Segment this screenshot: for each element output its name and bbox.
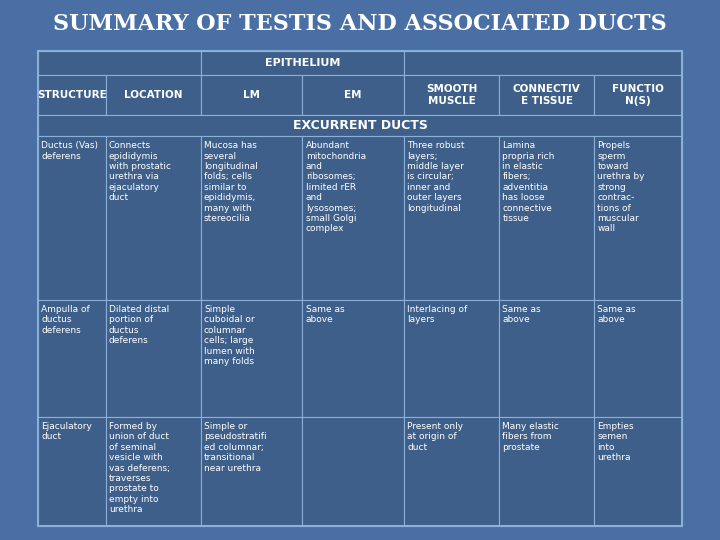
- Bar: [38, 136, 106, 300]
- Bar: [404, 417, 499, 526]
- Bar: [404, 300, 499, 417]
- Text: Formed by
union of duct
of seminal
vesicle with
vas deferens;
traverses
prostate: Formed by union of duct of seminal vesic…: [109, 422, 170, 514]
- Text: EPITHELIUM: EPITHELIUM: [265, 58, 340, 68]
- Text: Same as
above: Same as above: [306, 305, 344, 325]
- Bar: [594, 75, 682, 116]
- Text: LOCATION: LOCATION: [124, 90, 182, 100]
- Bar: [38, 417, 106, 526]
- Bar: [38, 75, 106, 116]
- Text: Propels
sperm
toward
urethra by
strong
contrac-
tions of
muscular
wall: Propels sperm toward urethra by strong c…: [598, 141, 645, 233]
- Text: Ampulla of
ductus
deferens: Ampulla of ductus deferens: [41, 305, 90, 335]
- Bar: [302, 300, 404, 417]
- Bar: [38, 116, 682, 136]
- Text: Many elastic
fibers from
prostate: Many elastic fibers from prostate: [503, 422, 559, 452]
- Bar: [201, 136, 302, 300]
- Bar: [499, 417, 594, 526]
- Bar: [594, 300, 682, 417]
- Bar: [499, 300, 594, 417]
- Text: Present only
at origin of
duct: Present only at origin of duct: [408, 422, 464, 452]
- Text: Same as
above: Same as above: [503, 305, 541, 325]
- Bar: [499, 75, 594, 116]
- Text: Ductus (Vas)
deferens: Ductus (Vas) deferens: [41, 141, 98, 160]
- Text: Mucosa has
several
longitudinal
folds; cells
similar to
epididymis,
many with
st: Mucosa has several longitudinal folds; c…: [204, 141, 258, 223]
- Text: SMOOTH
MUSCLE: SMOOTH MUSCLE: [426, 84, 477, 106]
- Bar: [404, 136, 499, 300]
- Text: Dilated distal
portion of
ductus
deferens: Dilated distal portion of ductus deferen…: [109, 305, 169, 345]
- Bar: [201, 417, 302, 526]
- Bar: [302, 75, 404, 116]
- Text: CONNECTIV
E TISSUE: CONNECTIV E TISSUE: [513, 84, 580, 106]
- Text: Empties
semen
into
urethra: Empties semen into urethra: [598, 422, 634, 462]
- Text: Ejaculatory
duct: Ejaculatory duct: [41, 422, 92, 441]
- Bar: [38, 300, 106, 417]
- Bar: [106, 75, 201, 116]
- Text: Same as
above: Same as above: [598, 305, 636, 325]
- Bar: [201, 51, 404, 75]
- Bar: [404, 75, 499, 116]
- Text: LM: LM: [243, 90, 260, 100]
- Text: Simple
cuboidal or
columnar
cells; large
lumen with
many folds: Simple cuboidal or columnar cells; large…: [204, 305, 255, 366]
- Bar: [201, 75, 302, 116]
- Bar: [106, 136, 201, 300]
- Text: SUMMARY OF TESTIS AND ASSOCIATED DUCTS: SUMMARY OF TESTIS AND ASSOCIATED DUCTS: [53, 13, 667, 35]
- Text: STRUCTURE: STRUCTURE: [37, 90, 107, 100]
- Text: Abundant
mitochondria
and
ribosomes;
limited rER
and
lysosomes;
small Golgi
comp: Abundant mitochondria and ribosomes; lim…: [306, 141, 366, 233]
- Text: Connects
epididymis
with prostatic
urethra via
ejaculatory
duct: Connects epididymis with prostatic ureth…: [109, 141, 171, 202]
- Text: EXCURRENT DUCTS: EXCURRENT DUCTS: [292, 119, 428, 132]
- Bar: [404, 51, 682, 75]
- Bar: [38, 51, 682, 526]
- Bar: [302, 136, 404, 300]
- Bar: [106, 300, 201, 417]
- Text: Three robust
layers;
middle layer
is circular;
inner and
outer layers
longitudin: Three robust layers; middle layer is cir…: [408, 141, 465, 213]
- Bar: [594, 417, 682, 526]
- Bar: [201, 300, 302, 417]
- Text: EM: EM: [344, 90, 362, 100]
- Bar: [594, 136, 682, 300]
- Text: Simple or
pseudostratifi
ed columnar;
transitional
near urethra: Simple or pseudostratifi ed columnar; tr…: [204, 422, 266, 472]
- Bar: [302, 417, 404, 526]
- Bar: [38, 51, 201, 75]
- Text: Lamina
propria rich
in elastic
fibers;
adventitia
has loose
connective
tissue: Lamina propria rich in elastic fibers; a…: [503, 141, 554, 223]
- Bar: [499, 136, 594, 300]
- Bar: [106, 417, 201, 526]
- Text: Interlacing of
layers: Interlacing of layers: [408, 305, 468, 325]
- Text: FUNCTIO
N(S): FUNCTIO N(S): [612, 84, 664, 106]
